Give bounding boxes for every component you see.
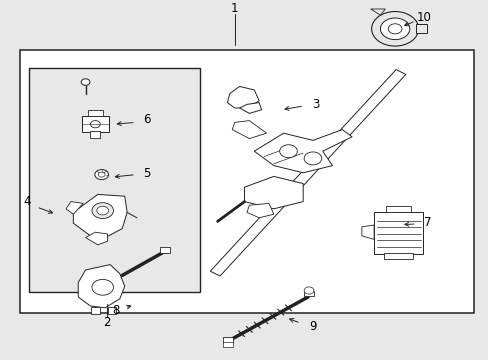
Bar [160, 247, 169, 253]
Text: 8: 8 [112, 304, 120, 317]
Polygon shape [85, 232, 107, 245]
Bar [20, 50, 473, 313]
Polygon shape [73, 194, 127, 238]
Polygon shape [254, 130, 351, 173]
Bar [107, 307, 116, 314]
Circle shape [371, 12, 418, 46]
Bar [383, 253, 412, 259]
Polygon shape [232, 121, 266, 139]
Text: 4: 4 [23, 195, 31, 208]
Circle shape [98, 172, 105, 177]
Circle shape [90, 121, 100, 128]
Circle shape [304, 287, 313, 294]
Polygon shape [239, 103, 261, 113]
Text: 9: 9 [308, 320, 316, 333]
Circle shape [97, 206, 108, 215]
Text: 3: 3 [311, 98, 319, 111]
Bar [386, 206, 410, 212]
Bar [223, 337, 232, 343]
Bar [415, 24, 426, 33]
Circle shape [95, 170, 108, 180]
Circle shape [81, 79, 90, 85]
Circle shape [304, 152, 321, 165]
Circle shape [92, 203, 113, 219]
Text: 6: 6 [142, 113, 150, 126]
Text: 1: 1 [230, 3, 238, 15]
Bar [29, 68, 200, 292]
Polygon shape [361, 225, 373, 239]
Bar [87, 110, 103, 116]
Polygon shape [246, 203, 273, 218]
Polygon shape [78, 265, 124, 308]
Bar [91, 307, 100, 314]
Circle shape [387, 24, 401, 34]
Circle shape [380, 18, 409, 40]
Polygon shape [210, 69, 405, 276]
Text: 10: 10 [416, 11, 431, 24]
Bar [81, 116, 109, 132]
Text: 5: 5 [142, 167, 150, 180]
Polygon shape [227, 86, 259, 108]
Bar [90, 131, 100, 138]
Text: 2: 2 [102, 316, 110, 329]
Polygon shape [66, 202, 83, 214]
Circle shape [279, 145, 297, 158]
Bar [304, 291, 313, 296]
Circle shape [92, 279, 113, 295]
Polygon shape [244, 176, 303, 209]
Bar [223, 342, 232, 347]
Polygon shape [370, 9, 385, 15]
Bar [373, 212, 422, 254]
Text: 7: 7 [423, 216, 431, 229]
